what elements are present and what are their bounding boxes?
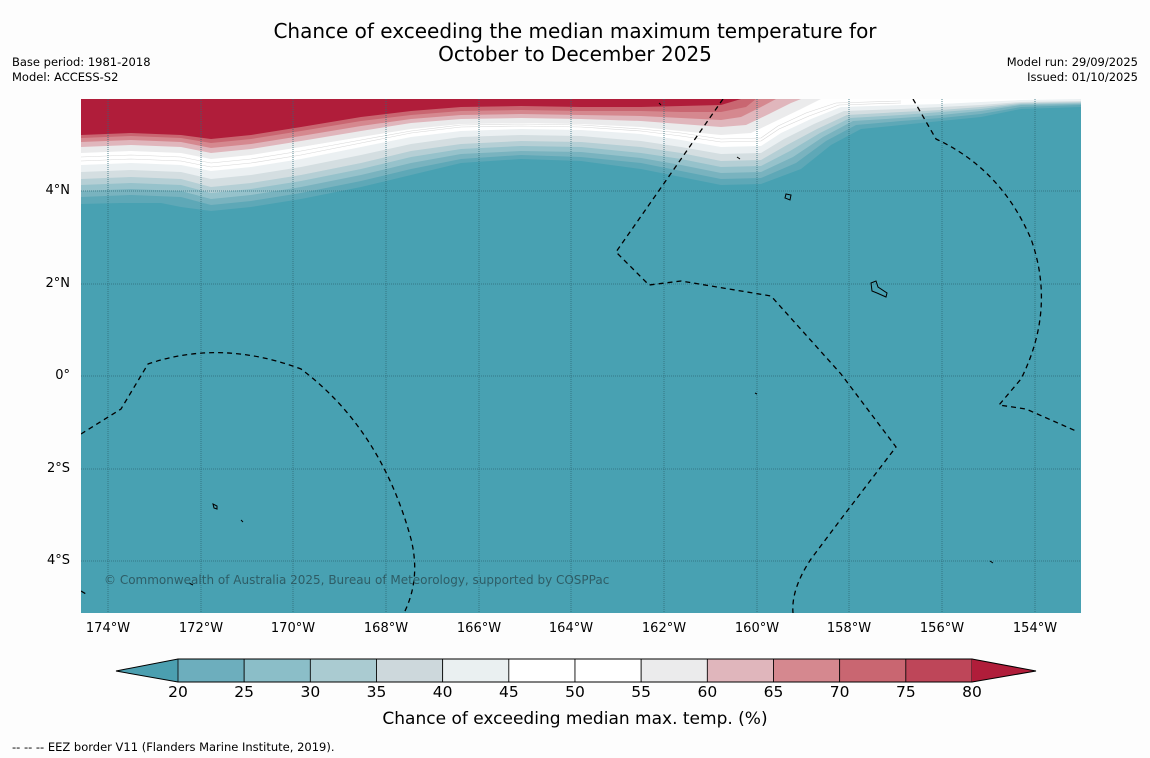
- lat-label-4n: 4°N: [45, 183, 71, 198]
- colorbar-bin-40-45: [442, 658, 510, 683]
- colorbar-bin-25-30: [243, 658, 311, 683]
- copyright-notice: © Commonwealth of Australia 2025, Bureau…: [104, 573, 609, 587]
- map-title-line-2: October to December 2025: [438, 42, 712, 66]
- island-small-6: [658, 102, 662, 106]
- map-title-line-1: Chance of exceeding the median maximum t…: [273, 19, 877, 43]
- colorbar-tick-70: 70: [829, 683, 850, 701]
- colorbar-extend-high: [972, 659, 1036, 682]
- island-small-7: [188, 582, 194, 586]
- colorbar-tick-75: 75: [895, 683, 916, 701]
- model-name: Model: ACCESS-S2: [12, 70, 119, 84]
- colorbar-bin-20-25: [177, 658, 245, 683]
- islands: [188, 102, 994, 586]
- lon-label-166w: 166°W: [456, 621, 502, 636]
- lon-label-156w: 156°W: [919, 621, 965, 636]
- colorbar-tick-25: 25: [234, 683, 255, 701]
- eez-border-line-islands: [615, 99, 897, 613]
- eez-borders: [81, 99, 1077, 613]
- colorbar-bin-30-35: [309, 658, 377, 683]
- colorbar-tick-60: 60: [697, 683, 718, 701]
- colorbar-bin-75-80: [905, 658, 973, 683]
- island-small-2: [240, 519, 244, 523]
- lat-label-4s: 4°S: [46, 553, 70, 568]
- colorbar-bin-50-55: [574, 658, 642, 683]
- colorbar-extend-low: [116, 659, 178, 682]
- lon-label-162w: 162°W: [641, 621, 687, 636]
- lon-label-154w: 154°W: [1012, 621, 1058, 636]
- lat-label-equator: 0°: [55, 368, 70, 383]
- eez-border-tokelau: [81, 351, 416, 613]
- colorbar-tick-80: 80: [962, 683, 982, 701]
- lon-label-168w: 168°W: [363, 621, 409, 636]
- colorbar-tick-55: 55: [631, 683, 652, 701]
- lon-label-160w: 160°W: [734, 621, 780, 636]
- lon-label-164w: 164°W: [548, 621, 594, 636]
- colorbar-bin-55-60: [640, 658, 708, 683]
- lat-label-2n: 2°N: [45, 276, 71, 291]
- lon-label-174w: 174°W: [85, 621, 131, 636]
- graticule: [81, 99, 1081, 613]
- island-kiritimati: [870, 280, 888, 298]
- colorbar-tick-45: 45: [498, 683, 519, 701]
- colorbar-tick-40: 40: [432, 683, 453, 701]
- colorbar-bin-65-70: [773, 658, 841, 683]
- map-plot: © Commonwealth of Australia 2025, Bureau…: [81, 99, 1081, 613]
- base-period: Base period: 1981-2018: [12, 55, 151, 69]
- island-tabuaeran: [784, 193, 792, 201]
- island-small-3: [989, 560, 994, 564]
- colorbar-label: Chance of exceeding median max. temp. (%…: [382, 709, 768, 729]
- eez-border-kiribati-east: [912, 99, 1077, 432]
- island-small-5: [736, 156, 741, 160]
- lon-label-170w: 170°W: [270, 621, 316, 636]
- issued-date: Issued: 01/10/2025: [1027, 70, 1138, 84]
- island-small-4: [754, 392, 758, 395]
- colorbar-bin-60-65: [706, 658, 774, 683]
- colorbar-tick-30: 30: [300, 683, 321, 701]
- colorbar-tick-35: 35: [366, 683, 387, 701]
- model-run: Model run: 29/09/2025: [1006, 55, 1138, 69]
- probability-shading: [81, 99, 1081, 211]
- colorbar-bin-35-40: [376, 658, 444, 683]
- lat-label-2s: 2°S: [46, 461, 70, 476]
- colorbar-bin-45-50: [508, 658, 576, 683]
- colorbar: [115, 658, 1037, 683]
- island-small-1: [212, 503, 218, 510]
- lon-label-172w: 172°W: [178, 621, 224, 636]
- colorbar-tick-20: 20: [168, 683, 188, 701]
- colorbar-tick-50: 50: [565, 683, 585, 701]
- colorbar-tick-65: 65: [763, 683, 784, 701]
- colorbar-bin-70-75: [839, 658, 907, 683]
- lon-label-158w: 158°W: [826, 621, 872, 636]
- eez-legend-note: -- -- -- EEZ border V11 (Flanders Marine…: [12, 740, 335, 754]
